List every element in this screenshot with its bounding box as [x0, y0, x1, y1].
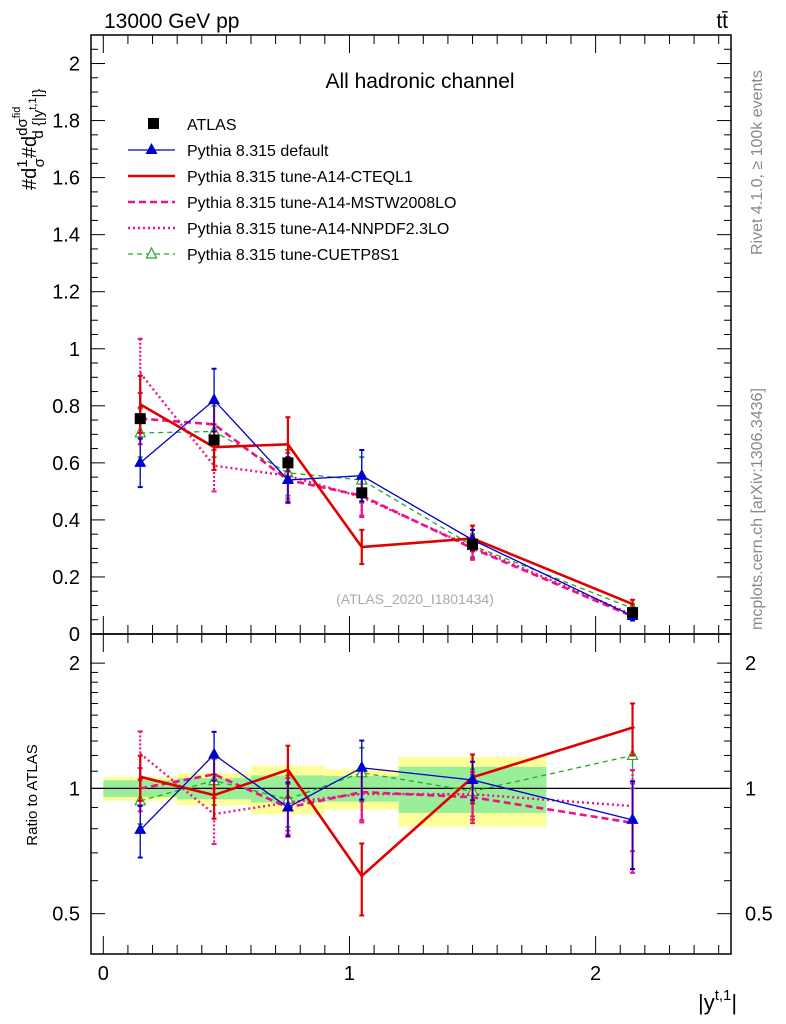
site-label: mcplots.cern.ch [arXiv:1306.3436] [749, 388, 766, 630]
atlas-data-point [134, 413, 146, 425]
x-tick-label: 1 [344, 963, 355, 985]
y-tick-label: 2 [69, 54, 80, 76]
triangle-marker [355, 468, 368, 480]
ratio-line [139, 726, 633, 878]
legend-label: Pythia 8.315 default [187, 143, 329, 160]
series-line [139, 399, 633, 617]
ratio-line [139, 772, 633, 825]
axis-ticks: 0 0.2 0.4 0.6 0.8 1 1.2 1.4 1.6 1.8 2 0.5 0.5 1 1 2 2 0 1 2 [52, 34, 773, 985]
chart-title: All hadronic channel [325, 70, 514, 93]
process-label: tt̄ [716, 10, 728, 33]
atlas-data-point [627, 607, 639, 619]
energy-label: 13000 GeV pp [104, 10, 239, 33]
ratio-line [139, 753, 633, 831]
ratio-series-layer [134, 702, 639, 917]
rivet-label: Rivet 4.1.0, ≥ 100k events [749, 70, 766, 255]
ratio-tick-label: 1 [69, 778, 80, 800]
y-tick-label: 1.4 [52, 225, 80, 247]
series-layer [134, 337, 639, 622]
ratio-tick-label-right: 1 [745, 778, 756, 800]
y-tick-label: 0.6 [52, 453, 80, 475]
legend-atlas-marker [148, 118, 159, 129]
atlas-data-point [282, 457, 294, 469]
triangle-marker [626, 812, 639, 824]
y-axis-label: #d1σ#ddσfid d {|yt,1|} [11, 89, 48, 190]
legend-atlas-label: ATLAS [187, 117, 237, 134]
svg-text:|yt,1|: |yt,1| [698, 987, 737, 1015]
triangle-marker [281, 800, 294, 812]
triangle-marker [355, 760, 368, 772]
triangle-marker [281, 472, 294, 484]
triangle-marker [208, 393, 221, 405]
legend: ATLAS Pythia 8.315 default Pythia 8.315 tu… [128, 117, 456, 264]
y-tick-label: 0.8 [52, 396, 80, 418]
triangle-marker [145, 143, 158, 154]
y-tick-label: 1.8 [52, 111, 80, 133]
y-tick-label: 0.4 [52, 510, 80, 532]
legend-label: Pythia 8.315 tune-CUETP8S1 [187, 247, 400, 264]
y-tick-label: 0 [69, 624, 80, 646]
ratio-line [140, 754, 633, 802]
series-line [140, 430, 633, 609]
y-tick-label: 0.2 [52, 567, 80, 589]
legend-label: Pythia 8.315 tune-A14-NNPDF2.3LO [187, 221, 449, 238]
legend-label: Pythia 8.315 tune-A14-MSTW2008LO [187, 195, 456, 212]
open-triangle-marker [145, 246, 158, 259]
triangle-marker [134, 455, 147, 467]
ratio-tick-label: 2 [69, 653, 80, 675]
ratio-tick-label-right: 2 [745, 653, 756, 675]
triangle-marker [466, 773, 479, 785]
y-tick-label: 1.2 [52, 282, 80, 304]
ratio-line [139, 752, 633, 816]
x-tick-label: 2 [590, 963, 601, 985]
atlas-data-point [467, 538, 479, 550]
analysis-label: (ATLAS_2020_I1801434) [336, 591, 494, 607]
triangle-marker [208, 747, 221, 759]
uncertainty-bands [103, 756, 547, 827]
atlas-data-point [208, 434, 220, 446]
ratio-tick-label-right: 0.5 [745, 904, 773, 926]
y-tick-label: 1 [69, 339, 80, 361]
y-tick-label: 1.6 [52, 168, 80, 190]
triangle-marker [134, 822, 147, 834]
atlas-data-point [356, 487, 368, 499]
x-axis-label: |yt,1| [698, 987, 737, 1015]
ratio-tick-label: 0.5 [52, 904, 80, 926]
ratio-panel-frame [90, 633, 732, 955]
ratio-y-label: Ratio to ATLAS [24, 744, 41, 845]
series-line [140, 417, 634, 618]
series-line [139, 372, 634, 616]
series-line [139, 403, 634, 606]
x-tick-label: 0 [98, 963, 109, 985]
legend-label: Pythia 8.315 tune-A14-CTEQL1 [187, 169, 413, 186]
